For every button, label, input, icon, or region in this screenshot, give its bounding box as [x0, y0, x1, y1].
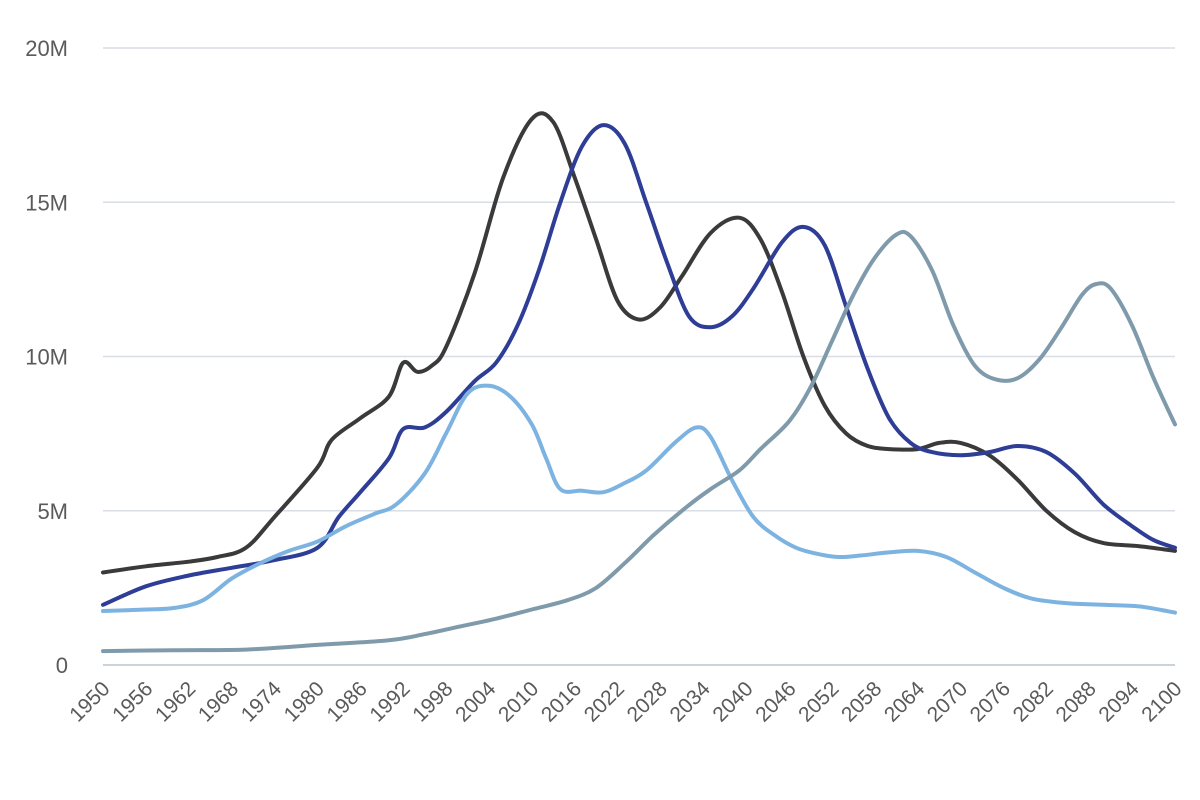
- x-tick-label: 2088: [1051, 677, 1100, 726]
- gridlines: [103, 47, 1175, 666]
- y-tick-label: 5M: [37, 499, 68, 524]
- x-tick-label: 2046: [751, 677, 800, 726]
- y-axis: 0 5M 10M 15M 20M: [25, 36, 68, 678]
- x-tick-label: 1998: [408, 677, 457, 726]
- series-line-4: [101, 229, 1177, 654]
- x-tick-label: 1968: [194, 677, 243, 726]
- x-tick-label: 2070: [923, 677, 972, 726]
- x-tick-label: 1950: [65, 677, 114, 726]
- x-tick-label: 2028: [623, 677, 672, 726]
- x-tick-label: 2016: [537, 677, 586, 726]
- y-tick-label: 10M: [25, 345, 68, 370]
- x-tick-label: 1986: [323, 677, 372, 726]
- x-tick-label: 2076: [966, 677, 1015, 726]
- y-tick-label: 15M: [25, 190, 68, 215]
- x-tick-label: 2040: [708, 677, 757, 726]
- x-tick-label: 1956: [108, 677, 157, 726]
- x-tick-label: 2100: [1137, 677, 1186, 726]
- x-axis: 1950195619621968197419801986199219982004…: [65, 677, 1186, 727]
- x-tick-label: 2010: [494, 677, 543, 726]
- series-line-2: [101, 123, 1177, 607]
- x-tick-label: 2034: [666, 677, 716, 727]
- y-tick-label: 20M: [25, 36, 68, 61]
- y-tick-label: 0: [56, 653, 68, 678]
- series-lines: [101, 111, 1177, 654]
- x-tick-label: 2022: [580, 677, 629, 726]
- series-line-1: [101, 111, 1177, 575]
- x-tick-label: 1992: [365, 677, 414, 726]
- x-tick-label: 2052: [794, 677, 843, 726]
- x-tick-label: 1974: [237, 677, 287, 727]
- x-tick-label: 2064: [880, 677, 930, 727]
- x-tick-label: 2004: [451, 677, 501, 727]
- x-tick-label: 2082: [1009, 677, 1058, 726]
- x-tick-label: 1962: [151, 677, 200, 726]
- x-tick-label: 1980: [280, 677, 329, 726]
- series-line-3: [101, 383, 1177, 615]
- x-tick-label: 2058: [837, 677, 886, 726]
- x-tick-label: 2094: [1094, 677, 1144, 727]
